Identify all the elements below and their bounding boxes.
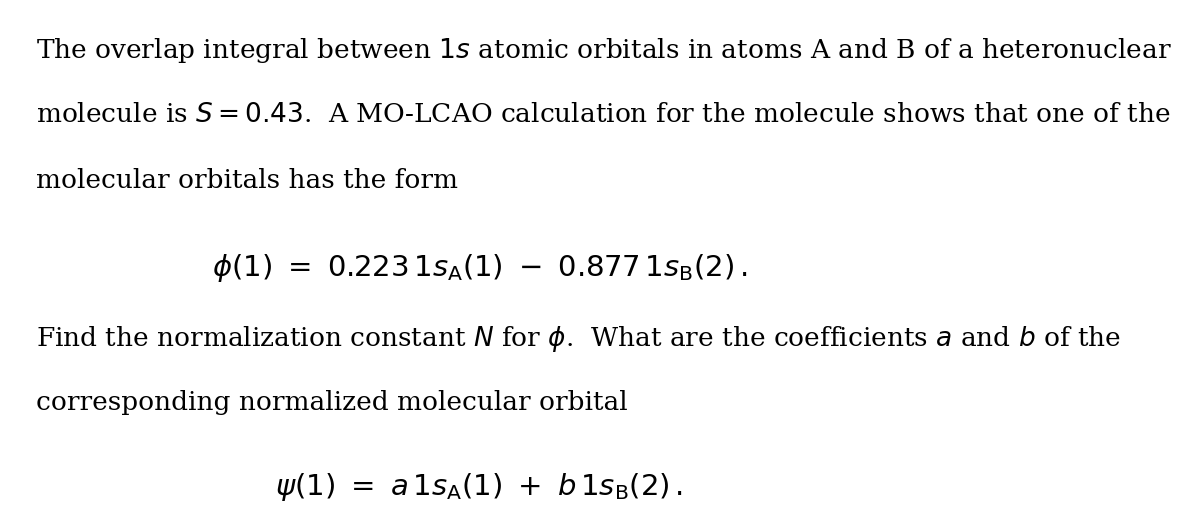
Text: $\psi(1) \ = \ a\,1s_{\mathrm{A}}(1) \ + \ b\,1s_{\mathrm{B}}(2)\,.$: $\psi(1) \ = \ a\,1s_{\mathrm{A}}(1) \ +… — [276, 472, 683, 503]
Text: corresponding normalized molecular orbital: corresponding normalized molecular orbit… — [36, 390, 628, 415]
Text: Find the normalization constant $N$ for $\phi$.  What are the coefficients $a$ a: Find the normalization constant $N$ for … — [36, 324, 1122, 354]
Text: $\phi(1) \ = \ 0.223\,1s_{\mathrm{A}}(1) \ - \ 0.877\,1s_{\mathrm{B}}(2)\,.$: $\phi(1) \ = \ 0.223\,1s_{\mathrm{A}}(1)… — [211, 252, 748, 284]
Text: molecular orbitals has the form: molecular orbitals has the form — [36, 168, 458, 193]
Text: The overlap integral between $1s$ atomic orbitals in atoms A and B of a heteronu: The overlap integral between $1s$ atomic… — [36, 36, 1172, 65]
Text: molecule is $S = 0.43$.  A MO-LCAO calculation for the molecule shows that one o: molecule is $S = 0.43$. A MO-LCAO calcul… — [36, 102, 1171, 127]
